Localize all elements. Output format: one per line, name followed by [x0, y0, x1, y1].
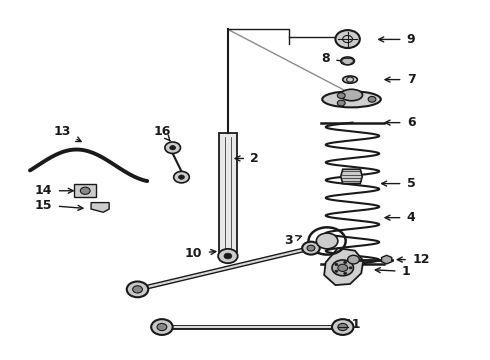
- Circle shape: [302, 242, 320, 255]
- Text: 4: 4: [385, 211, 416, 224]
- Text: 10: 10: [185, 247, 216, 260]
- FancyBboxPatch shape: [219, 134, 237, 252]
- Polygon shape: [324, 248, 363, 285]
- Circle shape: [133, 286, 143, 293]
- Circle shape: [80, 187, 90, 194]
- FancyBboxPatch shape: [74, 184, 96, 197]
- Circle shape: [332, 260, 353, 276]
- Text: 5: 5: [382, 177, 416, 190]
- Circle shape: [157, 323, 167, 330]
- Text: 7: 7: [385, 73, 416, 86]
- Circle shape: [307, 245, 315, 251]
- Circle shape: [165, 142, 180, 153]
- Text: 16: 16: [153, 125, 171, 141]
- Ellipse shape: [322, 91, 381, 107]
- Text: 8: 8: [321, 52, 347, 65]
- Circle shape: [337, 100, 345, 106]
- Circle shape: [368, 96, 376, 102]
- Polygon shape: [341, 169, 362, 184]
- Polygon shape: [382, 255, 392, 264]
- Text: 11: 11: [335, 318, 361, 331]
- Text: 2: 2: [235, 152, 259, 165]
- Ellipse shape: [341, 89, 363, 101]
- Circle shape: [335, 270, 338, 272]
- Text: 6: 6: [385, 116, 416, 129]
- Text: 1: 1: [375, 265, 411, 278]
- Ellipse shape: [341, 57, 354, 65]
- Circle shape: [218, 249, 238, 263]
- Ellipse shape: [343, 76, 357, 83]
- Circle shape: [332, 319, 353, 335]
- Text: 15: 15: [35, 199, 83, 212]
- Circle shape: [343, 272, 346, 274]
- Circle shape: [170, 145, 175, 150]
- Circle shape: [335, 30, 360, 48]
- Circle shape: [127, 282, 148, 297]
- Circle shape: [343, 261, 346, 264]
- Circle shape: [337, 93, 345, 98]
- Circle shape: [349, 267, 352, 269]
- Circle shape: [338, 264, 347, 271]
- Text: 12: 12: [397, 253, 430, 266]
- Text: 14: 14: [35, 184, 73, 197]
- Circle shape: [317, 233, 338, 249]
- Text: 9: 9: [379, 33, 416, 46]
- Polygon shape: [91, 203, 109, 212]
- Circle shape: [151, 319, 172, 335]
- Text: 13: 13: [53, 125, 81, 141]
- Circle shape: [178, 175, 184, 179]
- Text: 3: 3: [285, 234, 301, 247]
- Circle shape: [335, 264, 338, 266]
- Circle shape: [347, 255, 359, 264]
- Circle shape: [173, 171, 189, 183]
- Circle shape: [224, 253, 232, 259]
- Circle shape: [338, 323, 347, 330]
